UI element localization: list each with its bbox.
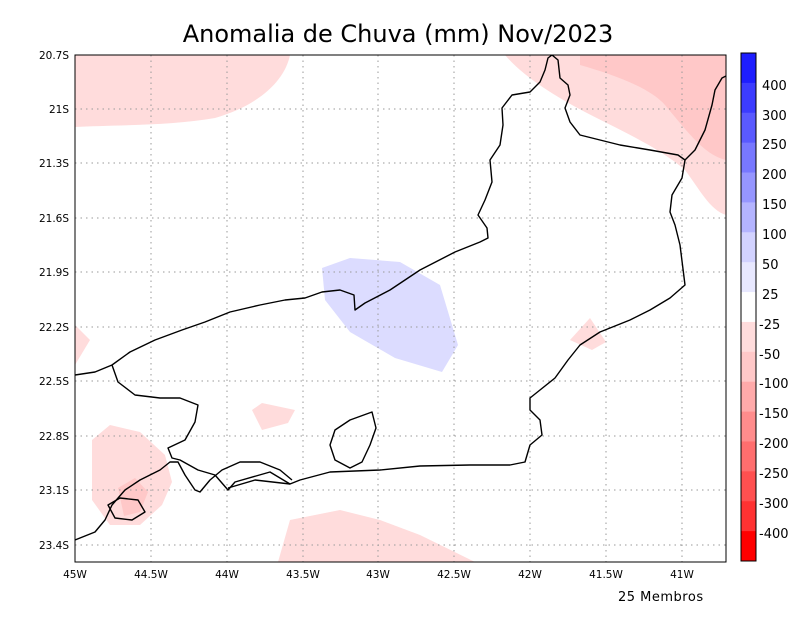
colorbar-label: 200 <box>762 168 787 183</box>
colorbar-swatch <box>741 82 756 114</box>
x-tick-label: 43.5W <box>286 569 320 581</box>
x-axis: 45W 44.5W 44W 43.5W 43W 42.5W 42W 41.5W … <box>63 569 694 581</box>
colorbar-label: 400 <box>762 79 787 94</box>
colorbar-label: 250 <box>762 138 787 153</box>
anomaly-region-west-edge <box>75 325 90 365</box>
x-tick-label: 42W <box>518 569 542 581</box>
y-tick-label: 22.2S <box>39 322 69 334</box>
x-tick-label: 43W <box>366 569 390 581</box>
x-tick-label: 42.5W <box>437 569 471 581</box>
anomaly-shading <box>75 55 726 562</box>
colorbar-swatch <box>741 292 756 323</box>
colorbar-label: 300 <box>762 109 787 124</box>
colorbar-swatch <box>741 172 756 203</box>
y-tick-label: 21.3S <box>39 158 69 170</box>
y-tick-label: 21.6S <box>39 213 69 225</box>
colorbar-swatch <box>741 471 756 502</box>
colorbar-swatch <box>741 381 756 413</box>
y-tick-label: 20.7S <box>39 50 69 62</box>
northeast-coast-segment <box>684 75 726 161</box>
colorbar-swatch <box>741 202 756 233</box>
colorbar-swatch <box>741 53 756 84</box>
anomaly-region-southwest <box>92 425 172 525</box>
colorbar-swatch <box>741 351 756 383</box>
lagoon-line <box>227 479 291 489</box>
colorbar-swatch <box>741 531 756 562</box>
y-axis: 20.7S 21S 21.3S 21.6S 21.9S 22.2S 22.5S … <box>39 50 69 552</box>
y-tick-label: 21S <box>49 104 69 116</box>
colorbar-swatch <box>741 321 756 353</box>
y-tick-label: 21.9S <box>39 267 69 279</box>
southwest-coast <box>75 461 293 541</box>
y-tick-label: 22.5S <box>39 376 69 388</box>
ensemble-members-label: 25 Membros <box>618 590 704 605</box>
colorbar-label: -100 <box>759 377 789 392</box>
colorbar-label: -150 <box>759 407 789 422</box>
colorbar-swatch <box>741 262 756 293</box>
colorbar: 400 300 250 200 150 100 50 25 -25 -50 -1… <box>740 52 789 562</box>
colorbar-swatches <box>741 53 756 562</box>
colorbar-label: -250 <box>759 467 789 482</box>
anomaly-region-south-offshore <box>278 510 475 562</box>
guanabara-bay <box>329 411 377 469</box>
x-tick-label: 41.5W <box>589 569 623 581</box>
x-tick-label: 45W <box>63 569 87 581</box>
colorbar-swatch <box>741 232 756 263</box>
colorbar-label: -300 <box>759 497 789 512</box>
colorbar-label: -400 <box>759 527 789 542</box>
colorbar-swatch <box>741 112 756 144</box>
plot-frame <box>74 54 727 563</box>
colorbar-frame <box>740 52 757 562</box>
anomaly-region-positive-central <box>322 258 458 372</box>
ilha-grande <box>107 497 146 521</box>
y-tick-label: 22.8S <box>39 431 69 443</box>
y-tick-label: 23.4S <box>39 540 69 552</box>
colorbar-label: -200 <box>759 437 789 452</box>
anomaly-region-east-coast <box>570 318 606 350</box>
anomaly-region-northeast-strong <box>580 55 726 160</box>
anomaly-region-northwest <box>75 55 290 127</box>
colorbar-swatch <box>741 411 756 442</box>
colorbar-label: 50 <box>762 258 779 273</box>
x-tick-label: 44W <box>215 569 239 581</box>
colorbar-label: -50 <box>759 348 780 363</box>
state-border <box>75 55 686 491</box>
y-tick-label: 23.1S <box>39 485 69 497</box>
grid-lines <box>75 55 726 562</box>
plot-area <box>74 54 727 563</box>
anomaly-region-central-small <box>252 403 295 430</box>
x-tick-label: 44.5W <box>134 569 168 581</box>
colorbar-swatch <box>741 142 756 174</box>
map-title: Anomalia de Chuva (mm) Nov/2023 <box>183 20 614 48</box>
colorbar-swatch <box>741 441 756 472</box>
anomaly-region-southwest-strong <box>118 478 148 516</box>
colorbar-label: 150 <box>762 198 787 213</box>
colorbar-label: 100 <box>762 228 787 243</box>
colorbar-swatch <box>741 501 756 532</box>
x-tick-label: 41W <box>670 569 694 581</box>
state-outline <box>75 55 726 541</box>
colorbar-label: 25 <box>762 288 779 303</box>
colorbar-label: -25 <box>759 318 780 333</box>
